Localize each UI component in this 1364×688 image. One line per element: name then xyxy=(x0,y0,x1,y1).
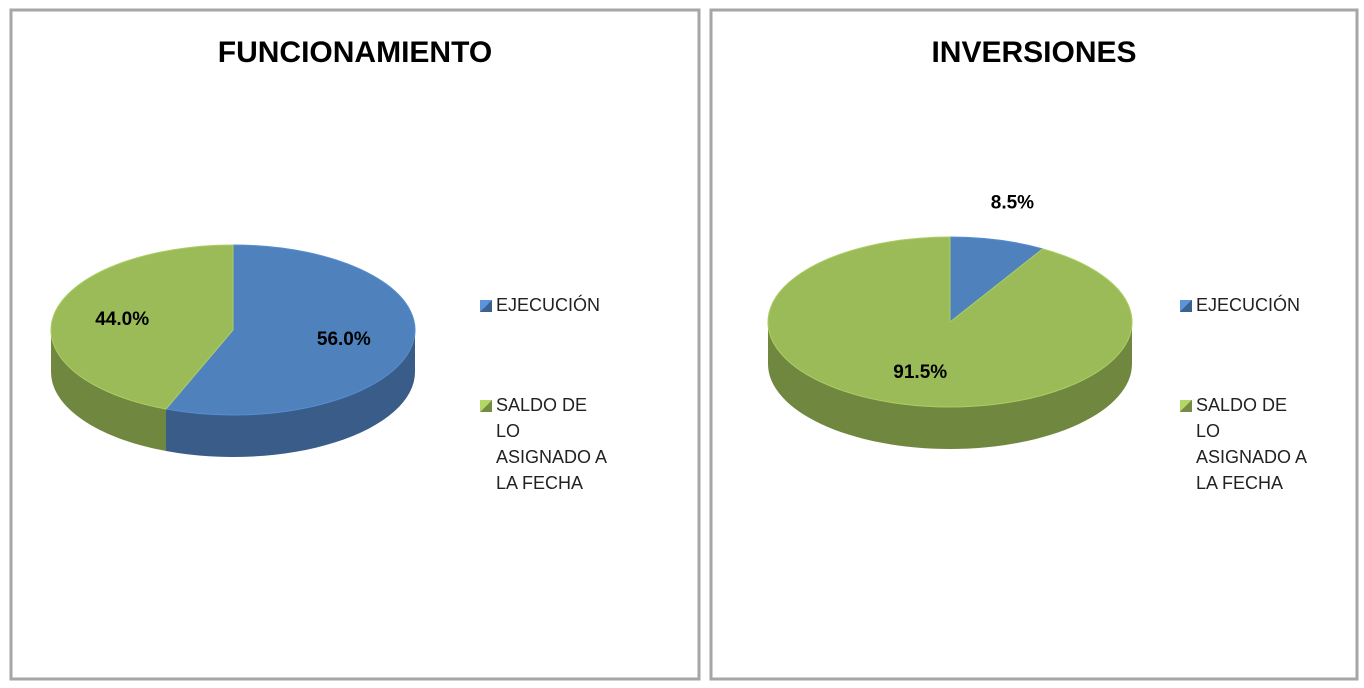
chart-title: FUNCIONAMIENTO xyxy=(218,36,492,69)
slice-top xyxy=(949,236,1044,324)
legend-label: EJECUCIÓN xyxy=(496,295,601,315)
pie-slice xyxy=(949,236,1044,324)
chart-title: INVERSIONES xyxy=(931,36,1136,69)
legend-swatch xyxy=(1180,300,1192,312)
slice-side xyxy=(166,330,415,457)
pie-slice xyxy=(767,236,1133,449)
legend-label: SALDO DE LO ASIGNADO A LA FECHA xyxy=(1196,395,1307,493)
slice-top xyxy=(50,244,234,410)
legend-swatch xyxy=(480,400,492,412)
data-label: 91.5% xyxy=(893,362,947,383)
pie-slice xyxy=(165,244,416,457)
data-label: 44.0% xyxy=(95,309,149,330)
data-label: 56.0% xyxy=(317,329,371,350)
legend-swatch xyxy=(480,300,492,312)
legend-label: EJECUCIÓN xyxy=(1196,295,1301,315)
data-label: 8.5% xyxy=(991,192,1034,213)
legend-label: SALDO DE LO ASIGNADO A LA FECHA xyxy=(496,395,607,493)
pie-slice xyxy=(50,244,234,452)
legend-swatch xyxy=(1180,400,1192,412)
slice-side xyxy=(768,322,1132,449)
slice-side xyxy=(51,330,167,452)
slice-top xyxy=(165,244,416,416)
slice-top xyxy=(767,236,1133,408)
